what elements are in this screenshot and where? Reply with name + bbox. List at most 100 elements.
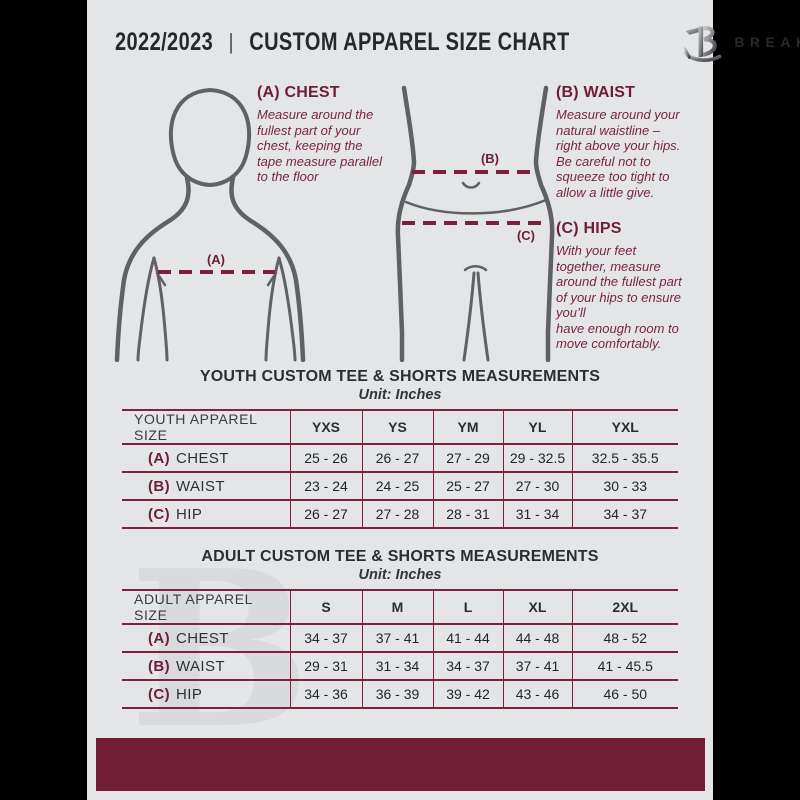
size-column-header: S xyxy=(289,589,362,624)
measure-letter: (C) xyxy=(148,505,171,523)
measure-name: HIP xyxy=(176,505,203,523)
adult-size-table-section: ADULT CUSTOM TEE & SHORTS MEASUREMENTS U… xyxy=(87,548,713,709)
size-range-cell: 27 - 30 xyxy=(502,471,572,500)
measure-row-label: (C) HIP xyxy=(122,499,290,529)
hips-instruction-heading: (C) HIPS xyxy=(556,220,622,237)
page-title: CUSTOM APPAREL SIZE CHART xyxy=(249,27,570,56)
chest-instruction-body: Measure around the fullest part of your … xyxy=(257,107,383,184)
table-header: YOUTH APPAREL SIZE YXS YS YM YL YXL xyxy=(122,409,678,444)
size-range-cell: 26 - 27 xyxy=(361,443,433,472)
hip-line-label: (C) xyxy=(517,228,535,243)
size-range-cell: 48 - 52 xyxy=(571,623,678,652)
hips-instruction: (C) HIPS With your feet together, measur… xyxy=(556,220,708,352)
measure-letter: (A) xyxy=(148,629,171,647)
size-range-cell: 41 - 44 xyxy=(432,623,503,652)
size-column-header: XL xyxy=(502,589,572,624)
adult-table-title: ADULT CUSTOM TEE & SHORTS MEASUREMENTS xyxy=(201,548,599,565)
table-row: (B) WAIST 29 - 31 31 - 34 34 - 37 37 - 41 41 -… xyxy=(122,651,678,680)
youth-size-table-section: YOUTH CUSTOM TEE & SHORTS MEASUREMENTS U… xyxy=(87,368,713,529)
footer-bar xyxy=(96,738,705,791)
adult-size-table: ADULT APPAREL SIZE S M L XL 2XL (A) CHEST 34 - 3… xyxy=(122,589,678,709)
measure-row-label: (B) WAIST xyxy=(122,651,290,680)
size-range-cell: 37 - 41 xyxy=(502,651,572,680)
size-range-cell: 34 - 37 xyxy=(432,651,503,680)
apparel-size-column-header: YOUTH APPAREL SIZE xyxy=(122,409,290,444)
measure-letter: (A) xyxy=(148,449,171,467)
measure-row-label: (B) WAIST xyxy=(122,471,290,500)
size-column-header: YXS xyxy=(289,409,362,444)
size-range-cell: 37 - 41 xyxy=(361,623,433,652)
chest-instruction-heading: (A) CHEST xyxy=(257,84,340,101)
adult-table-unit: Unit: Inches xyxy=(358,567,442,583)
header-separator: | xyxy=(228,28,234,54)
size-column-header: YL xyxy=(502,409,572,444)
size-range-cell: 27 - 28 xyxy=(361,499,433,529)
size-range-cell: 34 - 37 xyxy=(571,499,678,529)
brand-name: BREAKAWAY xyxy=(734,34,800,50)
measure-letter: (C) xyxy=(148,685,171,703)
size-range-cell: 28 - 31 xyxy=(432,499,503,529)
size-range-cell: 30 - 33 xyxy=(571,471,678,500)
measurement-diagrams: (A) (B) (C) (A) CHEST Measure around the… xyxy=(87,82,713,367)
chest-figure-diagram: (A) xyxy=(114,87,306,362)
size-range-cell: 36 - 39 xyxy=(361,679,433,709)
size-range-cell: 46 - 50 xyxy=(571,679,678,709)
waist-line-label: (B) xyxy=(481,151,499,166)
youth-table-title: YOUTH CUSTOM TEE & SHORTS MEASUREMENTS xyxy=(199,368,601,385)
measure-name: HIP xyxy=(176,685,203,703)
size-column-header: 2XL xyxy=(571,589,678,624)
size-range-cell: 23 - 24 xyxy=(289,471,362,500)
measure-name: WAIST xyxy=(176,477,225,495)
waist-hip-figure-diagram: (B) (C) xyxy=(395,85,555,362)
measure-letter: (B) xyxy=(148,477,171,495)
hips-instruction-body: With your feet together, measure around … xyxy=(556,243,682,351)
size-range-cell: 39 - 42 xyxy=(432,679,503,709)
table-row: (A) CHEST 34 - 37 37 - 41 41 - 44 44 - 48 48 -… xyxy=(122,623,678,652)
size-range-cell: 43 - 46 xyxy=(502,679,572,709)
size-range-cell: 41 - 45.5 xyxy=(571,651,678,680)
header-title-block: 2022/2023 | CUSTOM APPAREL SIZE CHART xyxy=(115,28,570,57)
waist-instruction-body: Measure around your natural waistline – … xyxy=(556,107,681,200)
table-row: (C) HIP 34 - 36 36 - 39 39 - 42 43 - 46 46 - 5… xyxy=(122,679,678,709)
waist-instruction-heading: (B) WAIST xyxy=(556,84,636,101)
table-row: (A) CHEST 25 - 26 26 - 27 27 - 29 29 - 32.5 32… xyxy=(122,443,678,472)
size-chart-page: B 2022/2023 | CUSTOM APPAREL SIZE CHART xyxy=(87,0,800,800)
chest-instruction: (A) CHEST Measure around the fullest par… xyxy=(257,84,409,185)
measure-letter: (B) xyxy=(148,657,171,675)
size-range-cell: 29 - 32.5 xyxy=(502,443,572,472)
measure-name: CHEST xyxy=(176,629,229,647)
measure-row-label: (A) CHEST xyxy=(122,623,290,652)
brand-block: BREAKAWAY xyxy=(683,19,800,65)
breakaway-b-logo-icon xyxy=(683,26,722,62)
measure-row-label: (A) CHEST xyxy=(122,443,290,472)
size-range-cell: 27 - 29 xyxy=(432,443,503,472)
size-column-header: L xyxy=(432,589,503,624)
size-range-cell: 34 - 37 xyxy=(289,623,362,652)
table-body: (A) CHEST 34 - 37 37 - 41 41 - 44 44 - 48 48 -… xyxy=(122,623,678,709)
size-range-cell: 29 - 31 xyxy=(289,651,362,680)
youth-size-table: YOUTH APPAREL SIZE YXS YS YM YL YXL (A) CHEST 25… xyxy=(122,409,678,529)
size-column-header: YXL xyxy=(571,409,678,444)
table-row: (C) HIP 26 - 27 27 - 28 28 - 31 31 - 34 34 - 3… xyxy=(122,499,678,529)
size-range-cell: 24 - 25 xyxy=(361,471,433,500)
table-row: (B) WAIST 23 - 24 24 - 25 25 - 27 27 - 30 30 -… xyxy=(122,471,678,500)
size-column-header: M xyxy=(361,589,433,624)
size-range-cell: 34 - 36 xyxy=(289,679,362,709)
header-row: ADULT APPAREL SIZE S M L XL 2XL xyxy=(122,589,678,624)
season-label: 2022/2023 xyxy=(115,27,214,56)
measure-row-label: (C) HIP xyxy=(122,679,290,709)
chest-line-label: (A) xyxy=(207,252,225,267)
youth-table-unit: Unit: Inches xyxy=(358,387,442,403)
measure-name: WAIST xyxy=(176,657,225,675)
table-body: (A) CHEST 25 - 26 26 - 27 27 - 29 29 - 32.5 32… xyxy=(122,443,678,529)
size-column-header: YM xyxy=(432,409,503,444)
size-range-cell: 44 - 48 xyxy=(502,623,572,652)
apparel-size-column-header: ADULT APPAREL SIZE xyxy=(122,589,290,624)
waist-instruction: (B) WAIST Measure around your natural wa… xyxy=(556,84,708,200)
table-header: ADULT APPAREL SIZE S M L XL 2XL xyxy=(122,589,678,624)
measure-name: CHEST xyxy=(176,449,229,467)
size-range-cell: 31 - 34 xyxy=(361,651,433,680)
header: 2022/2023 | CUSTOM APPAREL SIZE CHART xyxy=(87,20,800,64)
size-range-cell: 31 - 34 xyxy=(502,499,572,529)
size-range-cell: 26 - 27 xyxy=(289,499,362,529)
